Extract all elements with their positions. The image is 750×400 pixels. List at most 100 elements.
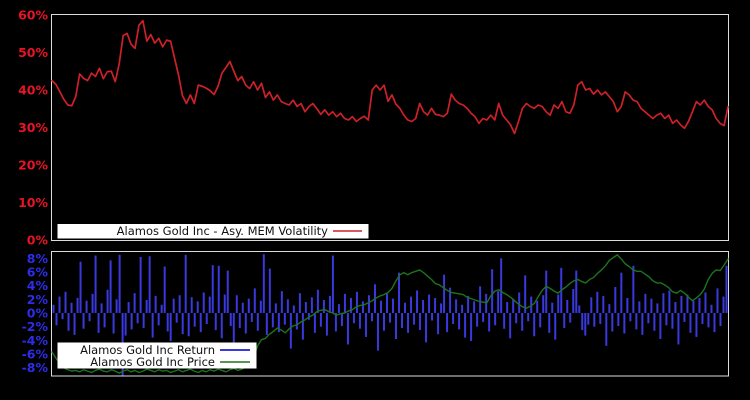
return-bar — [154, 295, 157, 313]
return-bar — [226, 270, 229, 313]
return-bar — [518, 292, 521, 313]
return-bar — [482, 313, 485, 322]
y-tick-label: 30% — [18, 120, 48, 135]
return-bar — [689, 313, 692, 333]
return-bar — [395, 313, 398, 339]
return-bar — [160, 304, 163, 313]
return-bar — [455, 299, 458, 313]
y-tick-label: 6% — [27, 264, 49, 279]
return-bar — [527, 313, 530, 322]
return-bar — [623, 313, 626, 334]
return-price-panel: 8%6%4%2%0%-2%-4%-6%-8% Alamos Gold Inc R… — [22, 251, 729, 377]
return-bar — [461, 304, 464, 313]
return-bar — [551, 302, 554, 313]
return-bar — [410, 296, 413, 313]
return-bar — [151, 313, 154, 338]
return-bar — [85, 300, 88, 313]
volatility-plot-border — [51, 14, 729, 241]
return-bar — [52, 304, 55, 313]
return-bar — [488, 313, 491, 332]
return-plot-border — [51, 251, 729, 377]
return-bar — [115, 299, 118, 313]
return-bar — [370, 313, 373, 322]
volatility-panel: 60% 50% 40% 30% 20% 10% 0% Alamos Gold Inc - A… — [18, 8, 729, 248]
y-tick-label: 0% — [27, 233, 49, 248]
return-bar — [274, 303, 277, 313]
return-bar — [521, 313, 524, 331]
return-bar — [289, 313, 292, 349]
return-bar — [578, 305, 581, 313]
return-bar — [494, 313, 497, 326]
return-bar — [515, 313, 518, 324]
return-bar — [632, 265, 635, 313]
return-bar — [674, 302, 677, 313]
return-bar — [614, 287, 617, 313]
return-bar — [446, 313, 449, 333]
return-bar — [148, 256, 151, 313]
return-legend-label: Alamos Gold Inc Return — [80, 343, 215, 357]
return-bar — [422, 300, 425, 313]
return-bar — [157, 313, 160, 326]
y-tick-label: 8% — [27, 251, 49, 266]
return-bar — [500, 258, 503, 313]
volatility-y-axis: 60% 50% 40% 30% 20% 10% 0% — [18, 8, 48, 248]
return-bar — [130, 313, 133, 330]
return-bar — [641, 313, 644, 335]
return-bar — [217, 265, 220, 313]
return-bar — [118, 254, 121, 313]
return-bar — [259, 300, 262, 313]
return-bar — [319, 313, 322, 327]
return-bar — [437, 313, 440, 335]
return-bar — [364, 313, 367, 337]
y-tick-label: -4% — [22, 333, 49, 348]
return-bar — [647, 313, 650, 324]
return-bar — [599, 313, 602, 324]
return-bar — [67, 313, 70, 331]
y-tick-label: 4% — [27, 278, 49, 293]
return-bar — [581, 313, 584, 331]
return-bar — [193, 313, 196, 327]
return-bar — [425, 313, 428, 343]
return-bar — [286, 299, 289, 313]
y-tick-label: 40% — [18, 83, 48, 98]
return-bar — [379, 300, 382, 313]
return-bar — [334, 313, 337, 332]
return-bar — [241, 302, 244, 313]
return-bar — [256, 313, 259, 331]
return-bar — [434, 297, 437, 313]
return-bar — [166, 313, 169, 332]
price-legend-label: Alamos Gold Inc Price — [90, 355, 215, 369]
return-bar — [458, 313, 461, 330]
return-bar — [668, 290, 671, 313]
return-bar — [626, 297, 629, 313]
return-bar — [431, 313, 434, 321]
return-bar — [590, 297, 593, 313]
return-bar — [271, 313, 274, 328]
return-bar — [707, 313, 710, 328]
return-bar — [268, 268, 271, 313]
return-bar — [229, 313, 232, 326]
return-bar — [473, 301, 476, 313]
return-bar — [253, 288, 256, 313]
return-bar — [301, 313, 304, 340]
y-tick-label: -8% — [22, 360, 49, 375]
return-bar — [232, 313, 235, 344]
return-bar — [199, 313, 202, 333]
return-bar — [725, 265, 728, 313]
return-bar — [695, 313, 698, 337]
return-bar — [79, 261, 82, 313]
return-bar — [184, 254, 187, 313]
return-bar — [656, 303, 659, 313]
y-tick-label: 0% — [27, 305, 49, 320]
return-bar — [566, 300, 569, 313]
return-bar — [617, 313, 620, 326]
y-tick-label: 20% — [18, 158, 48, 173]
return-bar — [680, 295, 683, 313]
return-bar — [106, 289, 109, 313]
return-bar — [563, 313, 566, 329]
return-bar — [509, 313, 512, 339]
return-bar — [55, 313, 58, 326]
return-bar — [524, 275, 527, 313]
